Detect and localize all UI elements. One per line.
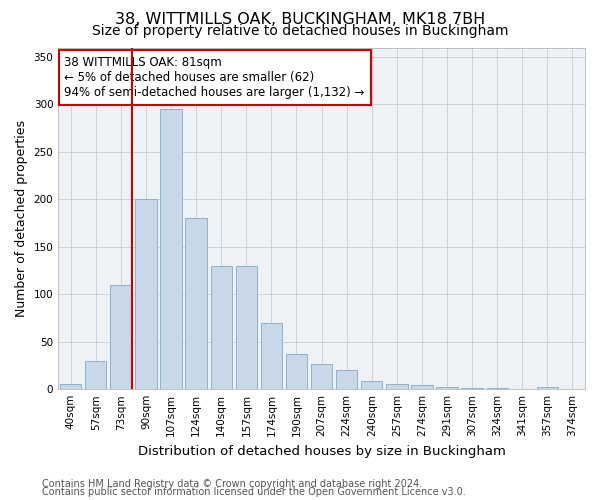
Bar [436, 388, 458, 389]
Bar [411, 386, 433, 389]
Text: Contains HM Land Registry data © Crown copyright and database right 2024.: Contains HM Land Registry data © Crown c… [42, 479, 422, 489]
Bar [211, 266, 232, 389]
Bar [236, 266, 257, 389]
Bar [461, 388, 483, 389]
Bar [537, 388, 558, 389]
Y-axis label: Number of detached properties: Number of detached properties [15, 120, 28, 317]
Text: Size of property relative to detached houses in Buckingham: Size of property relative to detached ho… [92, 24, 508, 38]
Bar [85, 360, 106, 389]
Bar [60, 384, 82, 389]
X-axis label: Distribution of detached houses by size in Buckingham: Distribution of detached houses by size … [137, 444, 506, 458]
Text: Contains public sector information licensed under the Open Government Licence v3: Contains public sector information licen… [42, 487, 466, 497]
Bar [336, 370, 358, 389]
Text: 38, WITTMILLS OAK, BUCKINGHAM, MK18 7BH: 38, WITTMILLS OAK, BUCKINGHAM, MK18 7BH [115, 12, 485, 28]
Bar [487, 388, 508, 389]
Text: 38 WITTMILLS OAK: 81sqm
← 5% of detached houses are smaller (62)
94% of semi-det: 38 WITTMILLS OAK: 81sqm ← 5% of detached… [64, 56, 365, 99]
Bar [261, 322, 282, 389]
Bar [136, 200, 157, 389]
Bar [185, 218, 207, 389]
Bar [110, 285, 131, 389]
Bar [386, 384, 407, 389]
Bar [311, 364, 332, 389]
Bar [160, 109, 182, 389]
Bar [286, 354, 307, 389]
Bar [361, 380, 382, 389]
